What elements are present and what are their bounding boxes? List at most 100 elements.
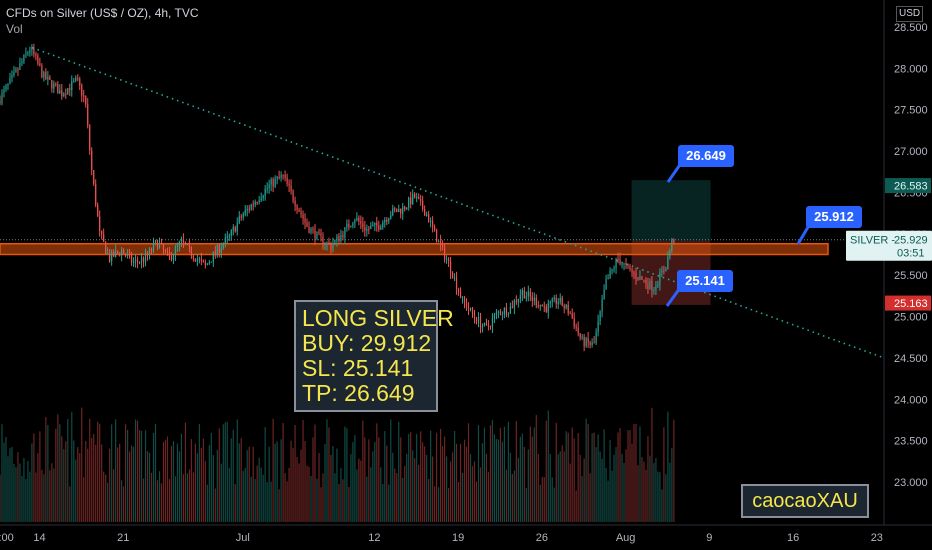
volume-bar bbox=[208, 445, 210, 522]
candle-body bbox=[5, 85, 7, 90]
volume-bar bbox=[134, 419, 137, 522]
volume-bar bbox=[603, 429, 605, 522]
volume-bar bbox=[388, 484, 390, 522]
volume-bar bbox=[366, 476, 368, 522]
volume-bar bbox=[394, 468, 396, 522]
candle-body bbox=[541, 304, 543, 307]
trendline-line bbox=[32, 46, 885, 359]
volume-bar bbox=[426, 454, 428, 522]
candle-body bbox=[3, 89, 5, 93]
candle-body bbox=[184, 242, 187, 245]
volume-bar bbox=[539, 485, 541, 522]
volume-bar bbox=[430, 430, 432, 522]
volume-bar bbox=[138, 430, 141, 522]
candle-body bbox=[150, 248, 153, 251]
volume-bar bbox=[637, 465, 639, 522]
volume-bar bbox=[322, 473, 324, 522]
candle-body bbox=[485, 322, 488, 325]
price-tick-label: 23.000 bbox=[894, 477, 928, 489]
candle-body bbox=[61, 90, 63, 96]
volume-bar bbox=[557, 454, 559, 522]
volume-bar bbox=[461, 472, 464, 522]
volume-bar bbox=[535, 414, 537, 522]
volume-bar bbox=[148, 452, 151, 522]
candle-body bbox=[182, 239, 185, 243]
volume-bar bbox=[5, 436, 7, 522]
volume-bar bbox=[565, 431, 567, 522]
volume-bar bbox=[459, 443, 462, 522]
candle-body bbox=[164, 249, 167, 252]
price-tick-label: 28.500 bbox=[894, 22, 928, 34]
volume-bar bbox=[523, 446, 525, 522]
volume-bar bbox=[35, 472, 37, 522]
candle-body bbox=[113, 252, 115, 257]
candle-body bbox=[579, 333, 581, 338]
candle-body bbox=[11, 74, 13, 79]
candle-body bbox=[599, 311, 601, 322]
candle-body bbox=[134, 259, 137, 262]
candle-body bbox=[140, 257, 143, 262]
volume-bar bbox=[172, 440, 175, 522]
volume-bar bbox=[39, 431, 41, 522]
volume-bar bbox=[531, 436, 533, 522]
candle-body bbox=[119, 252, 121, 255]
volume-bar bbox=[402, 477, 404, 522]
candle-body bbox=[392, 208, 394, 216]
entry-callout-label: 25.912 bbox=[814, 209, 854, 224]
volume-bar bbox=[507, 421, 509, 522]
volume-bar bbox=[121, 480, 123, 522]
time-axis: 17:00 14 21 Jul 12 19 26 Aug 9 16 23 bbox=[0, 524, 932, 550]
candle-body bbox=[420, 199, 422, 201]
volume-bar bbox=[67, 418, 69, 522]
candle-body bbox=[539, 304, 541, 307]
candle-body bbox=[97, 205, 99, 217]
candle-body bbox=[549, 301, 551, 304]
candle-body bbox=[7, 83, 9, 86]
volume-bar bbox=[485, 453, 488, 522]
candle-body bbox=[186, 244, 189, 246]
volume-bar bbox=[559, 451, 561, 522]
volume-bar bbox=[250, 476, 252, 522]
volume-bar bbox=[328, 427, 330, 522]
candle-body bbox=[212, 251, 214, 262]
candle-body bbox=[535, 297, 537, 306]
price-tick-label: 27.500 bbox=[894, 105, 928, 117]
candle-body bbox=[336, 236, 338, 241]
candle-body bbox=[673, 239, 675, 243]
volume-bar bbox=[248, 446, 250, 522]
volume-bar bbox=[272, 418, 274, 522]
candle-body bbox=[569, 313, 571, 315]
candle-body bbox=[651, 280, 653, 291]
volume-bar bbox=[310, 475, 312, 522]
current-price-label: 25.929 bbox=[894, 235, 928, 247]
candle-body bbox=[107, 253, 109, 255]
candle-body bbox=[455, 277, 458, 290]
volume-bar bbox=[65, 441, 67, 522]
currency-label[interactable]: USD bbox=[896, 6, 924, 22]
volume-bar bbox=[505, 469, 507, 522]
volume-bar bbox=[346, 428, 348, 522]
candle-body bbox=[372, 224, 374, 227]
price-tick-label: 25.000 bbox=[894, 312, 928, 324]
candle-body bbox=[443, 246, 446, 260]
volume-bar bbox=[467, 423, 470, 522]
volume-bar bbox=[314, 424, 316, 522]
time-tick-label: 23 bbox=[871, 532, 883, 544]
volume-bar bbox=[639, 426, 641, 522]
volume-bar bbox=[390, 419, 392, 522]
candle-body bbox=[290, 185, 292, 191]
candle-body bbox=[292, 190, 294, 201]
candle-body bbox=[404, 206, 406, 210]
volume-bar bbox=[623, 463, 625, 522]
candle-body bbox=[81, 85, 83, 96]
volume-bar bbox=[495, 438, 498, 522]
candle-body bbox=[661, 270, 663, 273]
candle-body bbox=[551, 298, 553, 302]
candle-body bbox=[414, 193, 416, 198]
candle-body bbox=[130, 254, 133, 263]
volume-bar bbox=[13, 463, 15, 522]
volume-bar bbox=[404, 465, 406, 522]
candle-body bbox=[408, 197, 410, 208]
volume-bar bbox=[79, 453, 81, 522]
